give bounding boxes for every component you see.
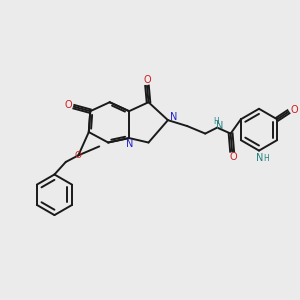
Text: N: N xyxy=(217,121,224,131)
Text: O: O xyxy=(144,75,152,85)
Text: H: H xyxy=(264,154,269,163)
Text: N: N xyxy=(126,139,134,149)
Text: O: O xyxy=(64,100,72,110)
Text: N: N xyxy=(169,112,177,122)
Text: O: O xyxy=(75,151,82,160)
Text: N: N xyxy=(256,153,264,163)
Text: O: O xyxy=(290,105,298,115)
Text: O: O xyxy=(230,152,237,163)
Text: H: H xyxy=(213,116,219,125)
